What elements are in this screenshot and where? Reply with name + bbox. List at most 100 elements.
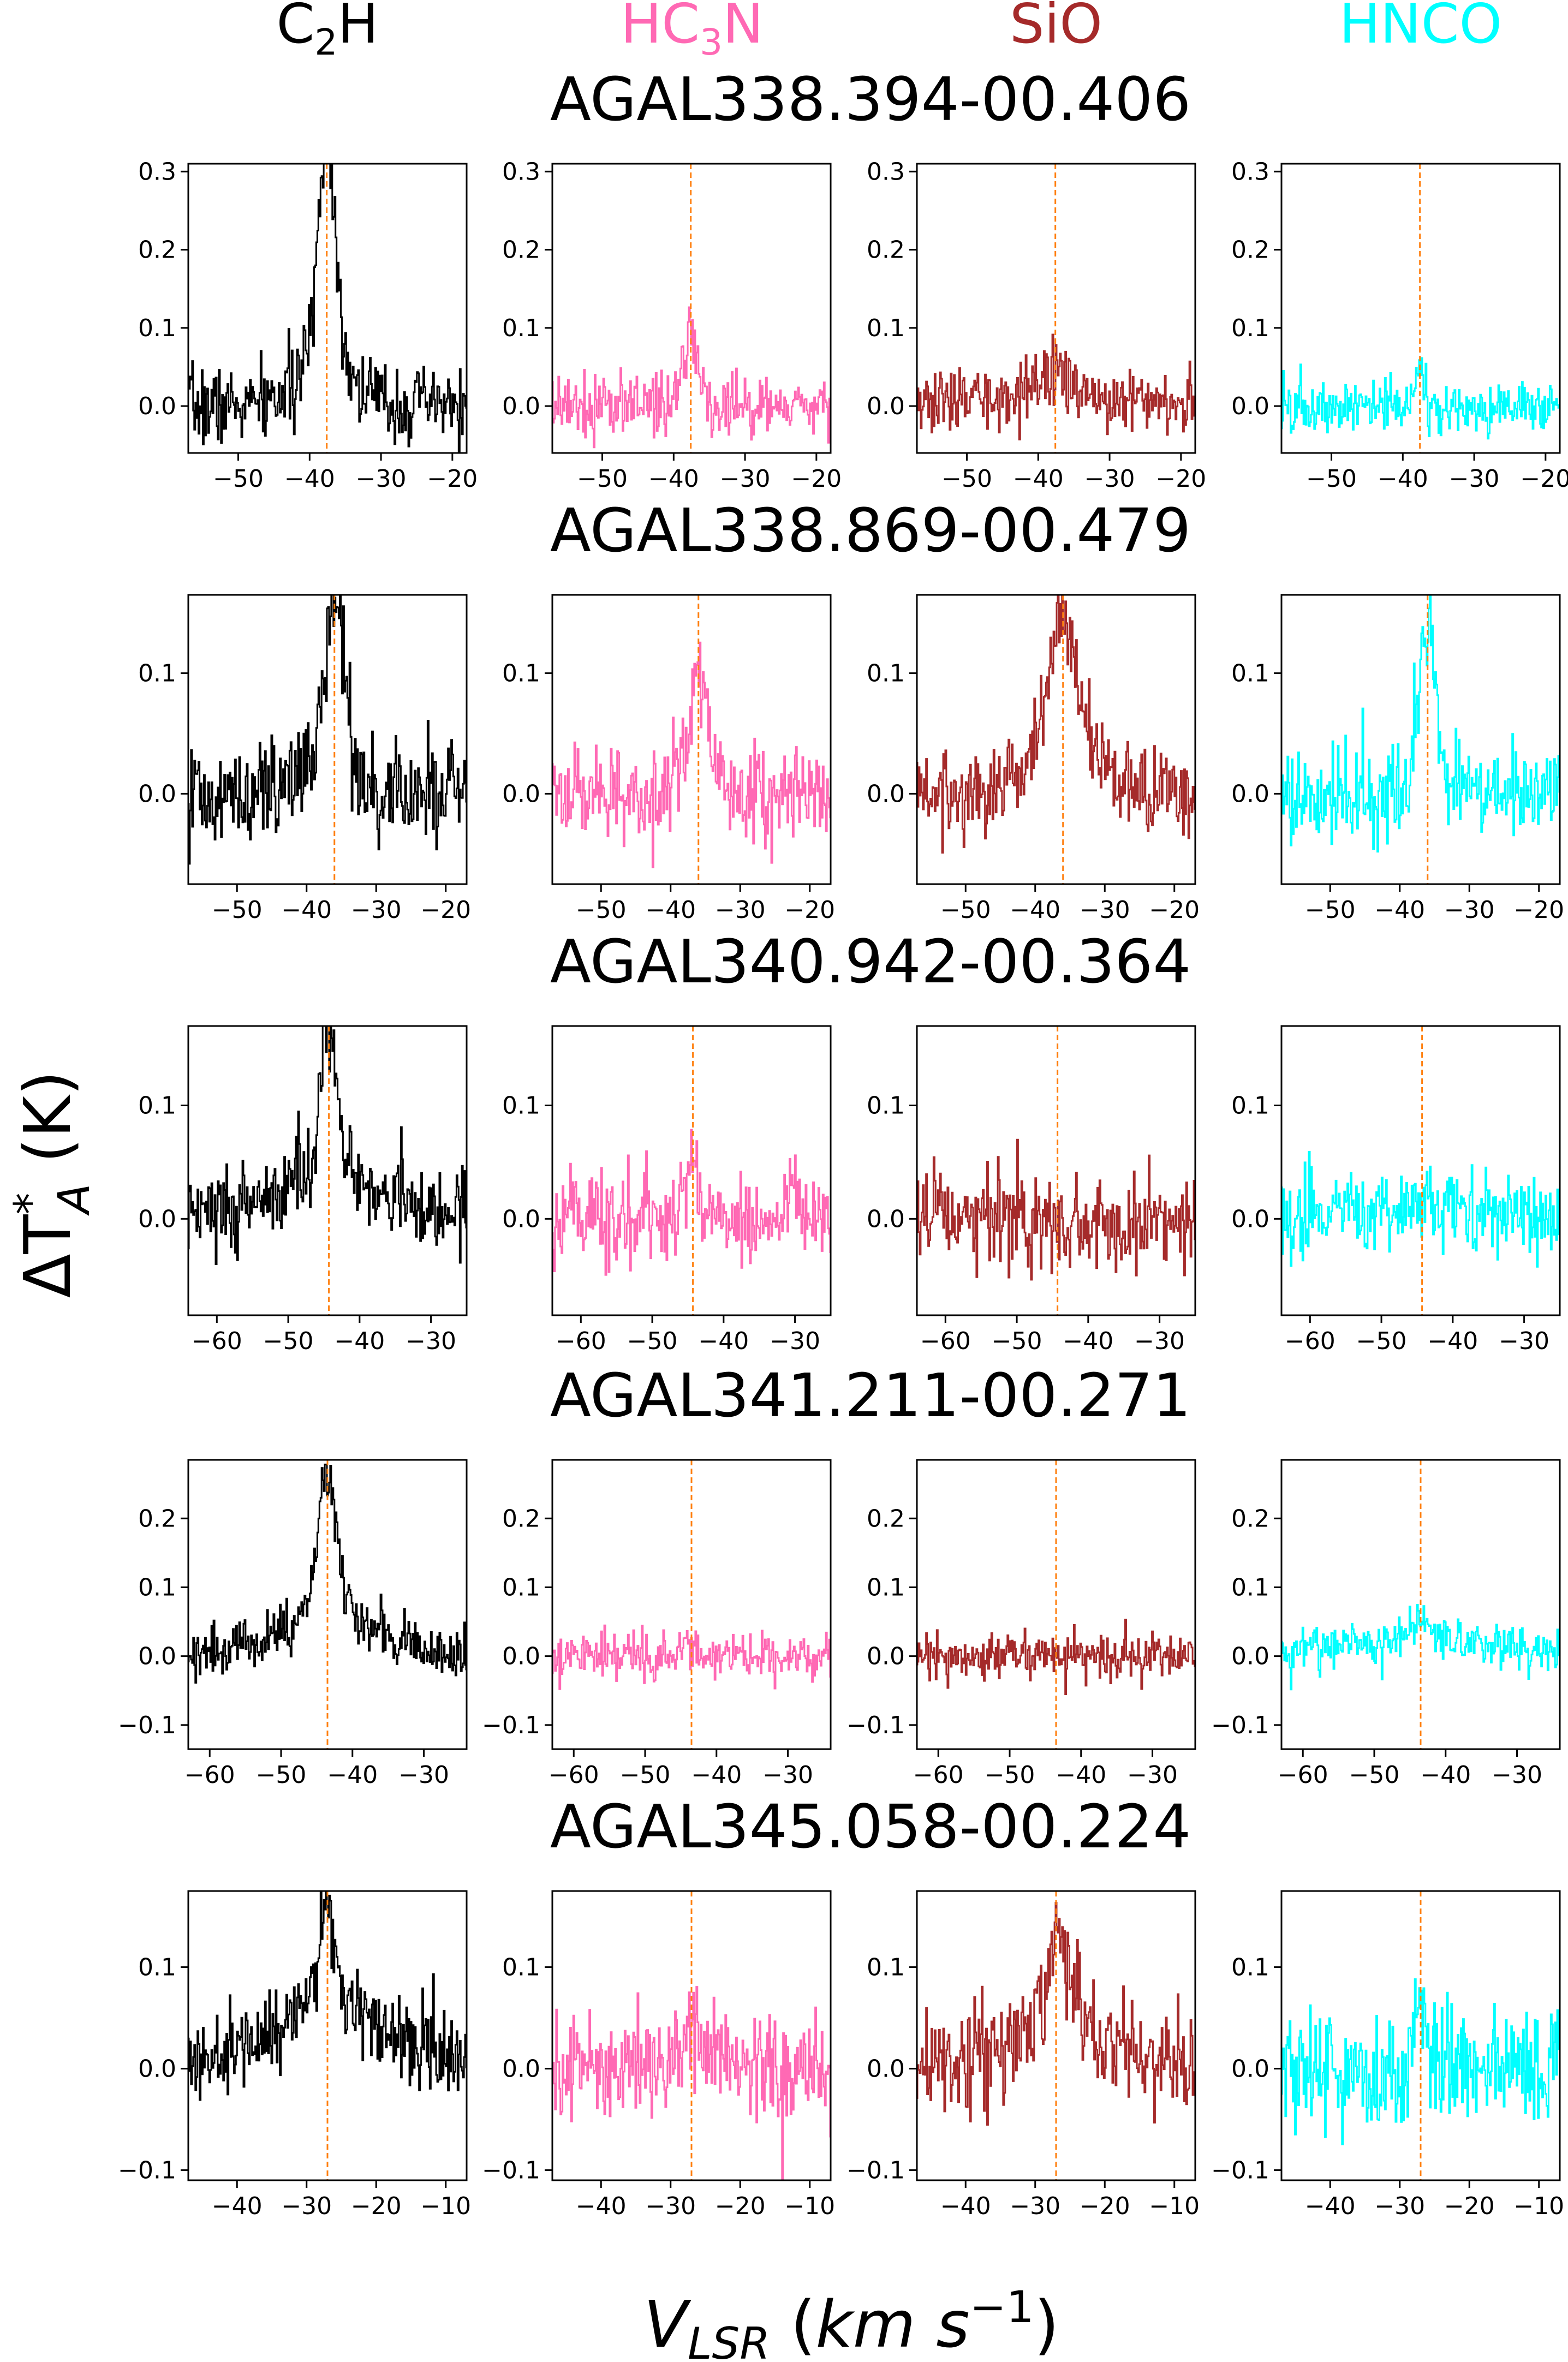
axes-frame — [187, 1025, 468, 1316]
x-tick-label: −50 — [1356, 1327, 1407, 1355]
x-tick-label: −10 — [1149, 2192, 1200, 2220]
panel-agal345-058-00-224-hc3n: −40 −30 −20 −10 −0.1 0.0 0.1 — [482, 1890, 835, 2220]
y-tick-label: 0.1 — [138, 1091, 176, 1119]
x-tick-label: −60 — [556, 1327, 606, 1355]
x-tick-label: −20 — [1513, 896, 1564, 924]
y-tick-label: −0.1 — [118, 2156, 176, 2184]
source-title-agal338-394-00-406: AGAL338.394-00.406 — [550, 64, 1191, 134]
y-tick-label: −0.1 — [846, 1711, 905, 1739]
x-tick-label: −50 — [1306, 465, 1357, 493]
source-title-agal340-942-00-364: AGAL340.942-00.364 — [550, 927, 1191, 997]
y-tick-label: 0.3 — [502, 158, 540, 186]
x-tick-label: −30 — [1449, 465, 1500, 493]
x-tick-label: −30 — [1374, 2192, 1425, 2220]
x-tick-label: −30 — [356, 465, 407, 493]
y-tick-label: −0.1 — [482, 1711, 540, 1739]
x-tick-label: −20 — [1155, 465, 1206, 493]
y-tick-label: −0.1 — [482, 2156, 540, 2184]
x-tick-label: −40 — [698, 1327, 749, 1355]
x-tick-label: −60 — [913, 1761, 964, 1789]
panel-agal338-394-00-406-hc3n: −50 −40 −30 −20 0.0 0.1 0.2 0.3 — [502, 158, 842, 493]
y-tick-label: 0.2 — [138, 1505, 176, 1532]
x-tick-label: −50 — [213, 465, 264, 493]
x-tick-label: −30 — [1499, 1327, 1549, 1355]
x-tick-label: −40 — [1305, 2192, 1356, 2220]
x-axis-label: VLSR (km s−1) — [643, 2282, 1059, 2362]
y-tick-label: 0.1 — [867, 1953, 905, 1981]
x-tick-label: −20 — [420, 896, 471, 924]
x-tick-label: −30 — [1080, 896, 1130, 924]
x-tick-label: −40 — [1427, 1327, 1478, 1355]
panel-agal340-942-00-364-hnco: −60 −50 −40 −30 0.0 0.1 — [1231, 1025, 1561, 1355]
y-tick-label: −0.1 — [1211, 1711, 1269, 1739]
x-tick-label: −40 — [1374, 896, 1425, 924]
axes-frame — [916, 1459, 1196, 1750]
x-tick-label: −60 — [1285, 1327, 1336, 1355]
x-tick-label: −50 — [263, 1327, 314, 1355]
x-tick-label: −60 — [920, 1327, 971, 1355]
y-tick-label: 0.3 — [138, 158, 176, 186]
y-tick-label: 0.1 — [502, 1573, 540, 1601]
x-tick-label: −50 — [577, 465, 628, 493]
y-tick-label: 0.0 — [1231, 780, 1269, 808]
axes-frame — [551, 1459, 832, 1750]
x-tick-label: −60 — [548, 1761, 599, 1789]
panel-agal341-211-00-271-c2h: −60 −50 −40 −30 −0.1 0.0 0.1 0.2 — [118, 1459, 468, 1789]
axes-frame — [1280, 1890, 1561, 2181]
x-tick-label: −40 — [334, 1327, 385, 1355]
y-tick-label: 0.1 — [867, 660, 905, 688]
column-header-sio: SiO — [1010, 0, 1102, 56]
y-tick-label: 0.1 — [138, 660, 176, 688]
x-tick-label: −60 — [192, 1327, 242, 1355]
axes-frame — [187, 594, 468, 885]
panel-agal341-211-00-271-sio: −60 −50 −40 −30 −0.1 0.0 0.1 0.2 — [846, 1459, 1196, 1789]
axes-frame — [1280, 163, 1561, 454]
x-tick-label: −50 — [940, 896, 991, 924]
y-tick-label: 0.1 — [1231, 314, 1269, 342]
y-tick-label: 0.1 — [1231, 1953, 1269, 1981]
x-tick-label: −40 — [576, 2192, 627, 2220]
y-tick-label: 0.1 — [138, 314, 176, 342]
panel-grid: AGAL338.394-00.406 −50 −40 −30 −20 0.0 0.1 0.2 0… — [118, 64, 1568, 2220]
y-tick-label: 0.0 — [867, 392, 905, 420]
x-tick-label: −30 — [645, 2192, 696, 2220]
panel-agal340-942-00-364-hc3n: −60 −50 −40 −30 0.0 0.1 — [502, 1025, 832, 1355]
y-tick-label: 0.0 — [502, 2055, 540, 2083]
panel-agal345-058-00-224-hnco: −40 −30 −20 −10 −0.1 0.0 0.1 — [1211, 1890, 1564, 2220]
x-tick-label: −30 — [762, 1761, 813, 1789]
spectrum-line-sio — [917, 595, 1195, 854]
axes-frame — [187, 1459, 468, 1750]
x-tick-label: −50 — [620, 1761, 671, 1789]
y-tick-label: 0.0 — [1231, 1205, 1269, 1233]
source-title-agal345-058-00-224: AGAL345.058-00.224 — [550, 1792, 1191, 1862]
x-tick-label: −30 — [1127, 1761, 1178, 1789]
axes-frame — [551, 163, 832, 454]
x-tick-label: −40 — [1420, 1761, 1471, 1789]
x-tick-label: −60 — [1278, 1761, 1328, 1789]
y-tick-label: 0.2 — [867, 236, 905, 264]
y-tick-label: 0.1 — [502, 314, 540, 342]
y-tick-label: 0.1 — [138, 1573, 176, 1601]
axes-frame — [187, 163, 468, 454]
source-title-agal341-211-00-271: AGAL341.211-00.271 — [550, 1361, 1191, 1430]
panel-agal338-394-00-406-c2h: −50 −40 −30 −20 0.0 0.1 0.2 0.3 — [138, 158, 478, 493]
panel-agal338-869-00-479-hnco: −50 −40 −30 −20 0.0 0.1 — [1231, 594, 1564, 924]
x-tick-label: −20 — [351, 2192, 402, 2220]
axes-frame — [1280, 594, 1561, 885]
y-tick-label: 0.1 — [1231, 1573, 1269, 1601]
y-tick-label: −0.1 — [118, 1711, 176, 1739]
y-tick-label: 0.3 — [1231, 158, 1269, 186]
x-tick-label: −40 — [940, 2192, 991, 2220]
x-tick-label: −40 — [284, 465, 335, 493]
axes-frame — [551, 1025, 832, 1316]
axes-frame — [551, 594, 832, 885]
y-tick-label: 0.0 — [1231, 2055, 1269, 2083]
y-tick-label: 0.2 — [1231, 236, 1269, 264]
panel-agal338-394-00-406-hnco: −50 −40 −30 −20 0.0 0.1 0.2 0.3 — [1231, 158, 1568, 493]
y-tick-label: 0.0 — [1231, 1643, 1269, 1671]
axes-frame — [1280, 1025, 1561, 1316]
y-tick-label: 0.0 — [138, 1205, 176, 1233]
x-tick-label: −30 — [406, 1327, 456, 1355]
x-tick-label: −20 — [1080, 2192, 1130, 2220]
